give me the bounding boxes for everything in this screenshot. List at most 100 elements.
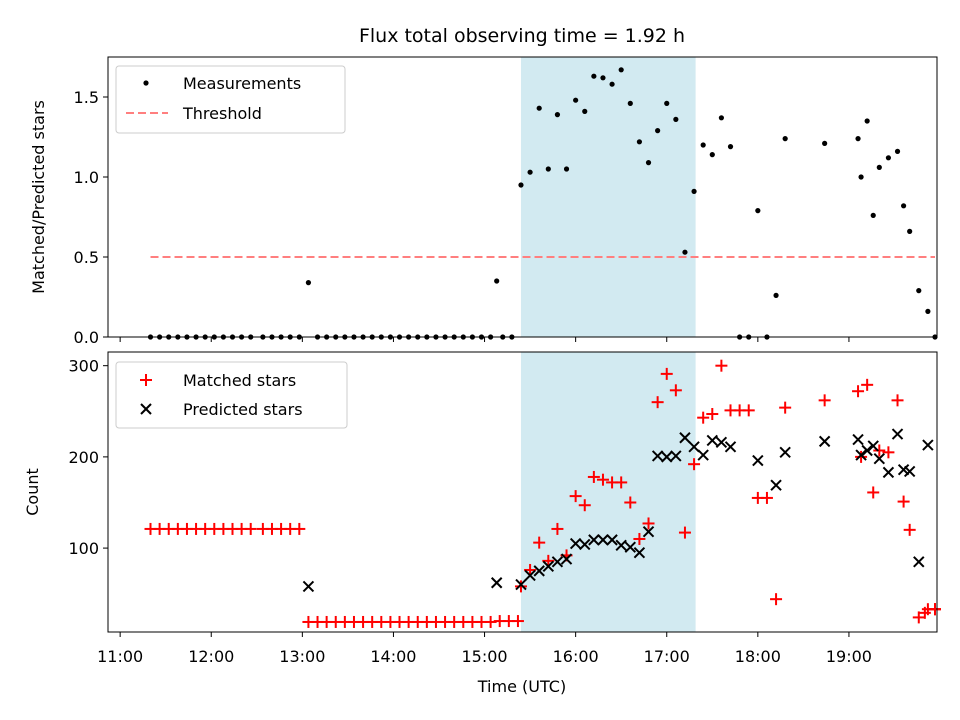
- series-predicted-stars-point: [579, 538, 591, 551]
- legend-threshold-label: Threshold: [182, 104, 262, 123]
- series-predicted-stars-point: [724, 441, 737, 453]
- series-matched-stars-point: [760, 491, 773, 504]
- series-measurements-point: [925, 308, 931, 314]
- series-predicted-stars-point: [551, 556, 564, 568]
- x-tick-label: 13:00: [279, 647, 325, 666]
- series-predicted-stars-point: [524, 569, 536, 582]
- series-measurements-point: [773, 292, 779, 298]
- top-y-axis-label: Matched/Predicted stars: [29, 100, 48, 294]
- series-measurements-point: [554, 112, 561, 118]
- series-matched-stars-point: [244, 522, 257, 535]
- series-matched-stars-point: [542, 554, 555, 567]
- series-predicted-stars-point: [679, 432, 691, 444]
- series-measurements-point: [655, 128, 661, 134]
- series-predicted-stars-point: [770, 479, 782, 491]
- series-measurements-point: [900, 203, 907, 209]
- y-tick-label: 1.0: [74, 168, 99, 187]
- series-matched-stars-point: [688, 458, 701, 471]
- series-predicted-stars-point: [515, 578, 527, 591]
- series-predicted-stars-point: [670, 450, 682, 462]
- series-matched-stars-point: [697, 411, 710, 424]
- series-predicted-stars-point: [779, 446, 791, 459]
- series-matched-stars-point: [929, 603, 941, 616]
- series-matched-stars-point: [770, 593, 783, 606]
- series-matched-stars-point: [897, 495, 910, 508]
- x-tick-label: 15:00: [461, 647, 507, 666]
- series-measurements-point: [885, 155, 892, 161]
- series-measurements-point: [691, 188, 697, 194]
- series-measurements-point: [916, 288, 922, 294]
- series-measurements-point: [527, 169, 533, 175]
- series-predicted-stars-point: [697, 449, 709, 461]
- series-predicted-stars-point: [302, 580, 315, 593]
- series-matched-stars-point: [587, 470, 600, 483]
- series-measurements-point: [682, 249, 688, 255]
- series-measurements-point: [627, 100, 633, 106]
- series-predicted-stars-point: [922, 439, 934, 451]
- series-predicted-stars-point: [542, 560, 555, 573]
- series-matched-stars-point: [891, 394, 904, 407]
- x-tick-label: 17:00: [644, 647, 690, 666]
- legend-measurements-label: Measurements: [183, 74, 301, 93]
- series-matched-stars-point: [569, 490, 582, 503]
- series-matched-stars-point: [867, 486, 880, 499]
- bottom-legend: Matched stars Predicted stars: [115, 361, 348, 429]
- legend-predicted-label: Predicted stars: [183, 400, 303, 419]
- series-matched-stars-point: [855, 450, 868, 463]
- series-predicted-stars-point: [715, 436, 728, 449]
- series-predicted-stars-point: [624, 541, 637, 553]
- series-matched-stars-point: [852, 385, 865, 398]
- series-measurements-point: [545, 166, 551, 172]
- series-measurements-point: [664, 100, 670, 106]
- series-predicted-stars-point: [688, 441, 700, 453]
- series-matched-stars-point: [551, 522, 564, 535]
- series-measurements-point: [876, 164, 882, 170]
- y-tick-label: 0.0: [74, 328, 99, 347]
- series-matched-stars-point: [293, 522, 306, 535]
- series-predicted-stars-point: [560, 553, 573, 565]
- y-tick-label: 1.5: [74, 88, 99, 107]
- shaded-interval: [520, 57, 696, 337]
- x-tick-label: 19:00: [826, 647, 872, 666]
- series-predicted-stars-point: [852, 433, 864, 446]
- series-measurements-point: [536, 105, 542, 111]
- series-measurements-point: [645, 160, 652, 166]
- chart-title: Flux total observing time = 1.92 h: [359, 25, 685, 47]
- top-panel: 0.0 0.5 1.0 1.5: [74, 56, 938, 347]
- series-measurements-point: [858, 174, 864, 180]
- series-matched-stars-point: [660, 367, 673, 380]
- x-tick-label: 18:00: [735, 647, 781, 666]
- series-predicted-stars-point: [867, 440, 879, 452]
- series-predicted-stars-point: [661, 451, 673, 463]
- series-measurements-point: [494, 278, 500, 284]
- series-predicted-stars-point: [533, 565, 545, 577]
- series-measurements-point: [591, 73, 597, 79]
- series-predicted-stars-point: [569, 537, 582, 550]
- series-predicted-stars-point: [615, 539, 627, 552]
- series-measurements-point: [600, 75, 606, 81]
- y-tick-label: 0.5: [74, 248, 99, 267]
- series-matched-stars-point: [882, 446, 895, 459]
- x-tick-label: 11:00: [97, 647, 143, 666]
- series-measurements-point: [822, 140, 828, 146]
- legend-matched-marker: [140, 374, 152, 386]
- shaded-interval: [520, 352, 696, 632]
- series-matched-stars-point: [524, 563, 537, 576]
- series-measurements-point: [864, 118, 870, 124]
- series-matched-stars-point: [633, 532, 646, 545]
- series-predicted-stars-point: [861, 444, 873, 457]
- series-measurements-point: [755, 208, 761, 214]
- x-tick-label: 14:00: [370, 647, 416, 666]
- series-matched-stars-point: [533, 536, 546, 549]
- series-measurements-point: [855, 136, 861, 142]
- series-predicted-stars-point: [490, 577, 503, 589]
- x-tick-label: 16:00: [553, 647, 599, 666]
- series-predicted-stars-point: [882, 466, 895, 479]
- series-matched-stars-point: [624, 496, 637, 509]
- series-predicted-stars-point: [903, 465, 916, 478]
- series-matched-stars-point: [596, 473, 609, 486]
- legend-measurements-marker: [143, 80, 149, 86]
- bottom-y-axis-label: Count: [23, 468, 42, 516]
- series-matched-stars-point: [669, 384, 682, 397]
